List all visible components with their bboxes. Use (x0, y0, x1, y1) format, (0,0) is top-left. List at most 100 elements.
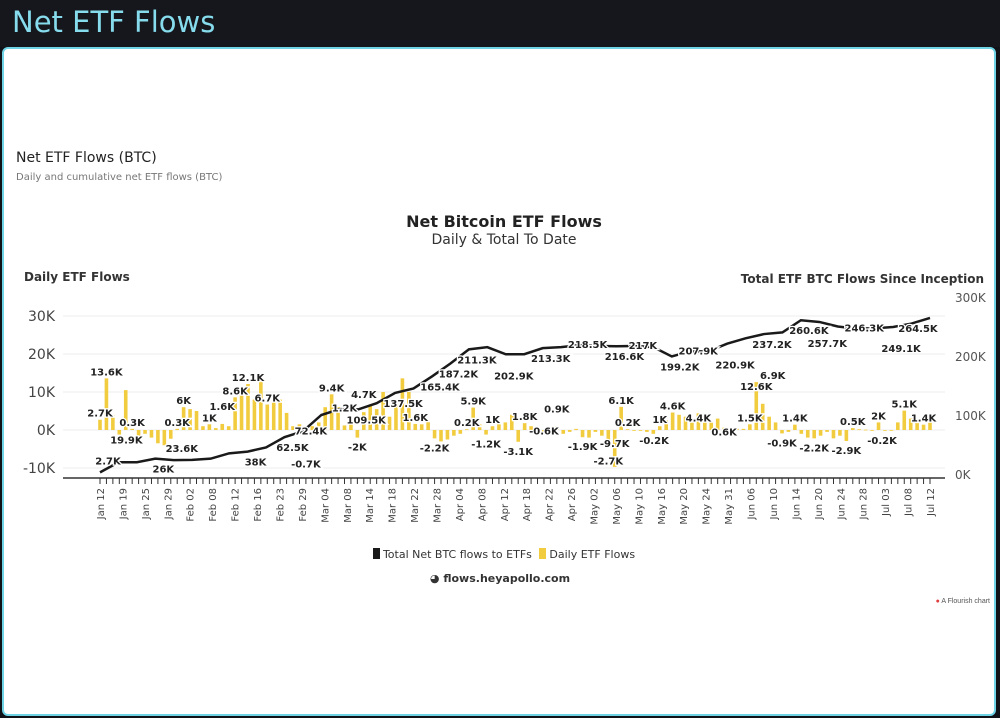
cumulative-data-label: 207.9K (679, 346, 720, 357)
legend-item-total[interactable]: Total Net BTC flows to ETFs (382, 548, 532, 561)
x-tick-label: Mar 28 (432, 488, 443, 523)
daily-flow-bar (349, 424, 353, 430)
daily-flow-bar (336, 407, 340, 430)
daily-flow-bar (696, 413, 701, 430)
daily-data-label: 13.6K (90, 367, 124, 378)
daily-flow-bar (419, 424, 424, 430)
daily-flow-bar (310, 426, 315, 430)
x-tick-label: Jun 10 (769, 488, 780, 521)
daily-flow-bar (805, 430, 810, 438)
daily-data-label: -9.7K (600, 439, 631, 450)
cumulative-data-label: 213.3K (531, 354, 572, 365)
daily-flow-bar (651, 430, 656, 434)
daily-data-label: 6.9K (760, 371, 787, 382)
daily-flow-bar (683, 416, 688, 430)
daily-flow-bar (117, 430, 122, 435)
daily-flow-bar (870, 430, 874, 431)
daily-flow-bar (857, 429, 862, 431)
daily-data-label: 1.4K (782, 414, 809, 425)
x-tick-label: Feb 23 (275, 488, 286, 522)
daily-flow-bar (715, 418, 720, 430)
flourish-credit-text[interactable]: A Flourish chart (941, 598, 990, 605)
daily-data-label: 1.5K (737, 413, 764, 424)
x-tick-label: May 20 (679, 488, 690, 525)
daily-data-label: -1.9K (568, 442, 599, 453)
legend-swatch-bar (539, 548, 547, 559)
x-tick-label: Jul 12 (926, 488, 937, 517)
daily-flow-bar (915, 423, 919, 430)
daily-flow-bar (297, 424, 302, 430)
daily-data-label: 12.6K (740, 382, 774, 393)
daily-flow-bar (252, 399, 257, 430)
daily-flow-bar (793, 424, 797, 430)
cumulative-data-label: 257.7K (808, 339, 849, 350)
daily-flow-bar (561, 430, 566, 434)
daily-flow-bar (767, 416, 771, 430)
daily-flow-bar (239, 393, 244, 430)
daily-flow-bar (760, 403, 765, 430)
daily-flow-bar (600, 430, 604, 436)
daily-flow-bar (580, 430, 585, 438)
daily-flow-bar (136, 430, 141, 442)
daily-flow-bar (883, 430, 887, 431)
x-tick-label: Jan 25 (141, 488, 152, 520)
chart-title: Net Bitcoin ETF Flows (406, 212, 602, 231)
daily-flow-bar (825, 430, 829, 432)
daily-flow-bar (587, 430, 591, 438)
daily-flow-bar (452, 430, 456, 436)
flourish-credit[interactable]: ● A Flourish chart (936, 598, 990, 605)
daily-data-label: 4.6K (660, 402, 687, 413)
x-tick-label: Jun 14 (791, 488, 802, 521)
daily-flow-bar (657, 426, 662, 430)
daily-flow-bar (156, 430, 160, 444)
daily-flow-bar (863, 429, 868, 431)
chart-card (2, 47, 996, 716)
daily-flow-bar (201, 426, 205, 430)
daily-data-label: -2.9K (832, 446, 863, 457)
cumulative-data-label: 165.4K (420, 382, 461, 393)
daily-flow-bar (464, 429, 469, 431)
left-tick-label: -10K (23, 461, 56, 477)
cumulative-data-label: 187.2K (439, 370, 480, 381)
daily-flow-bar (181, 407, 186, 430)
x-tick-label: Feb 29 (298, 488, 309, 522)
daily-flow-bar (265, 404, 270, 430)
daily-data-label: -2.2K (799, 443, 830, 454)
source-text[interactable]: flows.heyapollo.com (443, 572, 571, 585)
daily-flow-bar (896, 422, 900, 430)
daily-flow-bar (709, 422, 714, 430)
daily-flow-bar (284, 412, 289, 430)
daily-flow-bar (690, 418, 694, 430)
daily-flow-bar (625, 429, 630, 431)
source-link[interactable]: ◕ flows.heyapollo.com (0, 572, 1000, 585)
x-tick-label: May 24 (702, 488, 713, 525)
daily-flow-bar (574, 428, 578, 430)
legend-item-daily[interactable]: Daily ETF Flows (549, 548, 636, 561)
left-tick-label: 30K (28, 309, 56, 325)
daily-flow-bar (728, 428, 733, 430)
daily-data-label: 0.6K (711, 428, 738, 439)
cumulative-data-label: 249.1K (881, 344, 922, 355)
daily-data-label: -2.7K (593, 456, 624, 467)
daily-data-label: 0.3K (119, 418, 146, 429)
daily-flow-bar (220, 423, 225, 430)
daily-flow-bar (567, 430, 572, 432)
daily-flow-bar (831, 430, 836, 439)
daily-flow-bar (748, 424, 752, 430)
daily-data-label: 1.6K (403, 413, 430, 424)
legend: Total Net BTC flows to ETFs Daily ETF Fl… (0, 548, 1000, 561)
daily-data-label: -1.2K (471, 440, 502, 451)
daily-data-label: 0.2K (454, 418, 481, 429)
x-tick-label: May 02 (590, 488, 601, 525)
x-tick-label: Apr 04 (455, 488, 466, 521)
x-tick-label: Apr 26 (567, 488, 578, 521)
daily-data-label: 6.7K (255, 394, 282, 405)
daily-flow-bar (233, 397, 237, 430)
x-tick-label: May 10 (634, 488, 645, 525)
cumulative-data-label: 246.3K (845, 324, 886, 335)
cumulative-data-label: 72.4K (295, 426, 329, 437)
section-subtitle: Daily and cumulative net ETF flows (BTC) (16, 172, 223, 183)
daily-data-label: 5.1K (892, 400, 919, 411)
daily-data-label: 1K (202, 413, 218, 424)
daily-data-label: 0.5K (840, 417, 867, 428)
